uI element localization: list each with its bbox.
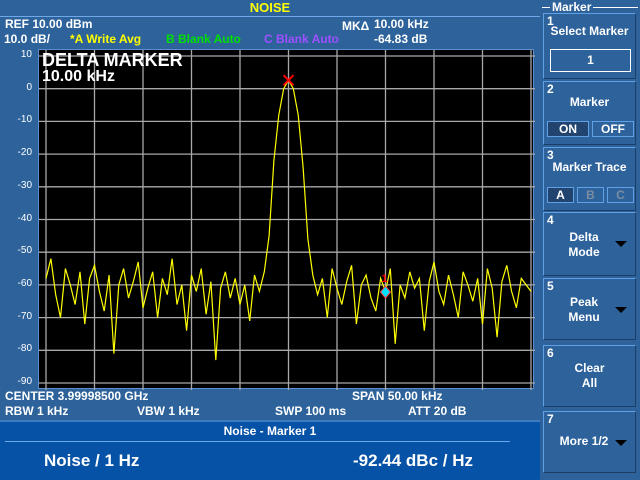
result-title: Noise - Marker 1: [223, 424, 317, 438]
marker-delta-freq: 10.00 kHz: [374, 17, 429, 31]
vbw: VBW 1 kHz: [137, 404, 200, 418]
delta-marker-freq: 10.00 kHz: [42, 68, 115, 85]
trace-c-status: C Blank Auto: [264, 32, 339, 46]
dropdown-arrow-icon: [615, 440, 627, 446]
marker-on-button[interactable]: ON: [547, 121, 589, 137]
y-tick-label: 10: [20, 49, 32, 60]
softkey-panel: Marker 1 Select Marker 1 2 Marker ON OFF…: [540, 0, 640, 480]
softkey-number: 4: [547, 213, 554, 227]
spectrum-plot[interactable]: 1: [38, 49, 535, 390]
softkey-label: All: [581, 376, 598, 390]
delta-marker-diamond: [379, 285, 392, 299]
softkey-number: 3: [547, 148, 554, 162]
softkey-clear-all[interactable]: 6 Clear All: [543, 345, 636, 407]
softkey-label: Mode: [568, 245, 600, 259]
y-tick-label: -50: [17, 245, 32, 257]
softkey-peak-menu[interactable]: 5 Peak Menu: [543, 278, 636, 340]
y-tick-label: -10: [17, 114, 32, 126]
trace-b-button[interactable]: B: [577, 187, 604, 203]
marker-off-button[interactable]: OFF: [592, 121, 634, 137]
softkey-label: Select Marker: [550, 24, 629, 38]
scale: 10.0 dB/: [4, 32, 51, 46]
softkey-number: 2: [547, 82, 554, 96]
softkey-label: Delta: [569, 230, 599, 244]
softkey-number: 7: [547, 412, 554, 426]
y-tick-label: -80: [17, 343, 32, 355]
softkey-more[interactable]: 7 More 1/2: [543, 411, 636, 473]
y-tick-label: -20: [17, 147, 32, 159]
divider: [5, 441, 510, 442]
result-value: -92.44 dBc / Hz: [353, 451, 473, 470]
softkey-label: Menu: [568, 310, 600, 324]
selected-marker-field[interactable]: 1: [550, 49, 631, 72]
trace-c-button[interactable]: C: [607, 187, 634, 203]
softkey-delta-mode[interactable]: 4 Delta Mode: [543, 212, 636, 276]
mode-title: NOISE: [249, 0, 291, 15]
softkey-number: 1: [547, 14, 554, 28]
y-tick-label: -90: [17, 376, 32, 387]
dropdown-arrow-icon: [615, 241, 627, 247]
y-tick-label: -60: [17, 277, 32, 289]
softkey-label: Marker Trace: [552, 160, 627, 174]
softkey-marker[interactable]: 2 Marker ON OFF: [543, 81, 636, 145]
trace-a-button[interactable]: A: [547, 187, 574, 203]
y-tick-label: -30: [17, 179, 32, 191]
softkey-label: More 1/2: [559, 434, 609, 448]
attenuation: ATT 20 dB: [408, 404, 467, 418]
divider: [0, 16, 540, 17]
softkey-label: Peak: [569, 295, 599, 309]
softkey-select-marker[interactable]: 1 Select Marker 1: [543, 13, 636, 79]
result-label: Noise / 1 Hz: [44, 451, 140, 470]
softkey-label: Clear: [574, 361, 605, 375]
center-freq: CENTER 3.99998500 GHz: [5, 389, 149, 403]
marker-delta-level: -64.83 dB: [374, 32, 428, 46]
y-tick-label: 0: [26, 81, 32, 93]
spectrum-chart: 1: [39, 50, 535, 390]
trace-a-status: *A Write Avg: [70, 32, 142, 46]
ref-level: REF 10.00 dBm: [5, 17, 93, 31]
rbw: RBW 1 kHz: [5, 404, 69, 418]
result-panel: [0, 420, 540, 480]
reference-marker-x: [282, 74, 295, 86]
softkey-number: 5: [547, 279, 554, 293]
trace-b-status: B Blank Auto: [166, 32, 241, 46]
delta-marker-title: DELTA MARKER: [42, 50, 183, 70]
softkey-label: Marker: [569, 95, 610, 109]
delta-marker-label: 1: [382, 273, 388, 285]
span: SPAN 50.00 kHz: [352, 389, 443, 403]
marker-delta-label: MKΔ: [342, 19, 370, 33]
y-tick-label: -70: [17, 310, 32, 322]
sweep-time: SWP 100 ms: [275, 404, 347, 418]
softkey-marker-trace[interactable]: 3 Marker Trace A B C: [543, 147, 636, 211]
softkey-menu-title: Marker: [550, 0, 594, 14]
dropdown-arrow-icon: [615, 307, 627, 313]
softkey-number: 6: [547, 346, 554, 360]
y-tick-label: -40: [17, 212, 32, 224]
